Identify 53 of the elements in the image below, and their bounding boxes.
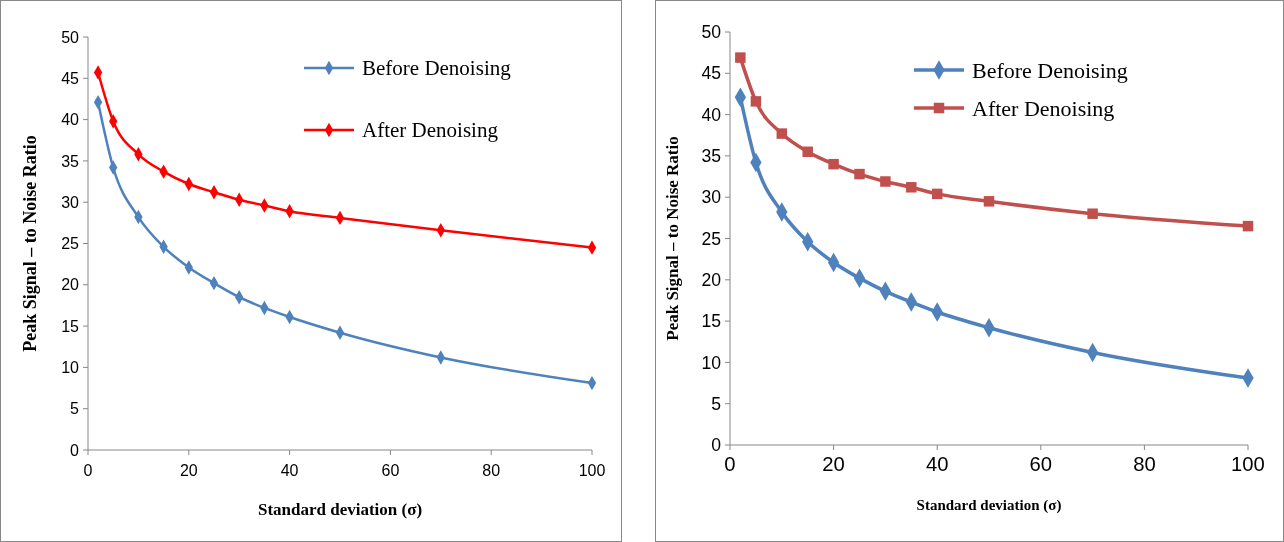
legend-label: After Denoising [972, 95, 1115, 121]
legend-label: Before Denoising [362, 56, 512, 81]
y-tick-label: 30 [61, 193, 80, 211]
y-tick-label: 5 [70, 400, 80, 418]
x-axis-title: Standard deviation (σ) [916, 497, 1062, 514]
y-tick-label: 45 [61, 69, 80, 87]
x-tick-label: 40 [925, 453, 949, 475]
y-tick-label: 40 [61, 111, 80, 129]
x-tick-label: 100 [578, 462, 606, 479]
point [931, 188, 943, 200]
y-tick-label: 45 [701, 63, 722, 84]
point [880, 176, 891, 187]
y-tick-label: 20 [701, 269, 722, 290]
y-tick-label: 25 [61, 235, 80, 253]
y-axis-title: Peak Signal – to Noise Ratio [663, 136, 682, 341]
y-tick-label: 25 [701, 228, 722, 249]
x-axis-title: Standard deviation (σ) [257, 500, 423, 519]
y-tick-label: 50 [61, 28, 80, 46]
point [828, 158, 839, 170]
y-tick-label: 30 [701, 187, 722, 208]
y-tick-label: 5 [711, 393, 722, 414]
y-tick-label: 10 [61, 359, 80, 376]
x-tick-label: 20 [179, 462, 198, 479]
point [776, 128, 788, 139]
y-tick-label: 15 [61, 317, 80, 335]
point [1242, 220, 1254, 232]
x-tick-label: 20 [822, 453, 845, 475]
y-tick-label: 40 [701, 104, 722, 125]
point [735, 52, 746, 63]
y-tick-label: 35 [701, 146, 722, 167]
legend-label: Before Denoising [972, 57, 1128, 83]
y-tick-label: 0 [70, 441, 80, 459]
point [802, 146, 813, 158]
point [854, 168, 865, 180]
y-axis-title: Peak Signal – to Noise Ratio [20, 135, 40, 352]
y-tick-label: 10 [701, 352, 722, 373]
x-tick-label: 0 [83, 462, 93, 479]
x-tick-label: 100 [1231, 453, 1265, 475]
y-tick-label: 35 [61, 152, 80, 170]
x-tick-label: 80 [482, 462, 501, 479]
x-tick-label: 60 [381, 462, 400, 479]
point [1087, 208, 1098, 219]
y-tick-label: 0 [711, 435, 722, 456]
x-tick-label: 80 [1133, 453, 1156, 475]
legend-label: After Denoising [362, 118, 499, 143]
x-tick-label: 40 [280, 462, 299, 479]
x-tick-label: 60 [1029, 453, 1053, 475]
y-tick-label: 20 [61, 276, 80, 294]
y-tick-label: 50 [701, 22, 722, 43]
point [906, 182, 917, 193]
point [983, 196, 995, 207]
y-tick-label: 15 [701, 311, 722, 332]
point [750, 96, 762, 107]
